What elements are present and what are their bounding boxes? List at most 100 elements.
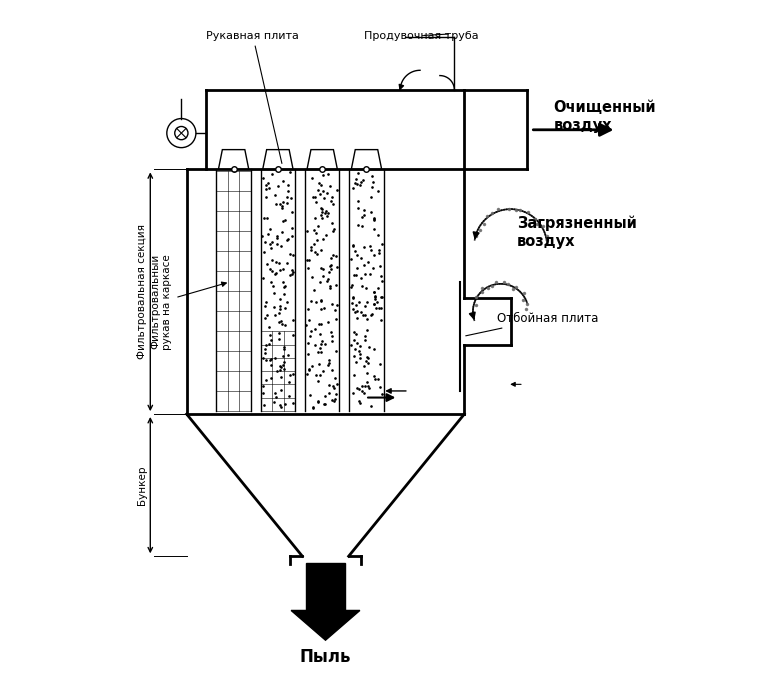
Point: [366, 171, 378, 182]
Point: [364, 268, 377, 279]
Point: [351, 306, 363, 317]
Point: [329, 305, 341, 315]
Point: [317, 192, 330, 203]
Point: [346, 388, 359, 398]
Point: [264, 264, 276, 275]
Point: [326, 381, 339, 392]
Point: [306, 173, 318, 184]
Point: [352, 220, 364, 231]
Point: [302, 304, 314, 315]
Point: [259, 348, 271, 359]
Point: [353, 297, 365, 307]
Point: [280, 281, 292, 292]
Point: [367, 287, 380, 298]
Point: [350, 270, 363, 280]
Point: [276, 201, 288, 212]
Point: [316, 169, 329, 180]
Point: [326, 198, 339, 209]
Point: [373, 245, 385, 255]
Point: [287, 267, 300, 278]
Point: [302, 349, 314, 360]
Point: [267, 288, 280, 299]
Point: [273, 307, 285, 318]
Text: Пыль: Пыль: [300, 648, 351, 666]
Point: [372, 283, 384, 294]
Point: [263, 330, 276, 341]
Point: [275, 372, 287, 383]
Point: [259, 313, 271, 324]
Point: [262, 178, 274, 189]
Point: [273, 333, 286, 344]
Point: [309, 191, 321, 202]
Point: [276, 264, 289, 274]
Point: [307, 239, 320, 249]
Point: [283, 167, 296, 178]
Point: [314, 318, 326, 329]
Point: [314, 303, 326, 314]
Point: [261, 258, 273, 269]
Point: [284, 249, 296, 259]
Point: [280, 398, 292, 409]
Point: [267, 396, 280, 407]
Point: [372, 185, 384, 196]
Point: [264, 239, 276, 249]
Point: [286, 222, 299, 233]
Point: [273, 317, 285, 328]
Point: [310, 212, 322, 223]
Point: [359, 330, 371, 341]
Text: Отбойная плита: Отбойная плита: [466, 311, 599, 336]
Point: [350, 344, 362, 355]
Point: [310, 227, 323, 238]
Point: [282, 350, 294, 361]
Point: [277, 197, 290, 208]
Point: [258, 247, 270, 257]
Point: [350, 328, 362, 339]
Point: [350, 357, 362, 367]
Point: [376, 239, 388, 249]
Point: [274, 399, 286, 410]
Point: [348, 350, 360, 361]
Point: [259, 191, 272, 202]
Point: [274, 264, 286, 275]
Point: [350, 382, 363, 393]
Point: [270, 391, 282, 402]
Point: [360, 368, 373, 379]
Point: [275, 384, 287, 395]
Point: [327, 226, 340, 237]
Point: [373, 247, 385, 258]
Point: [305, 241, 317, 252]
Point: [324, 181, 336, 191]
Point: [266, 237, 278, 247]
Point: [275, 361, 287, 372]
Point: [348, 334, 360, 345]
Point: [313, 277, 326, 288]
Point: [356, 280, 368, 291]
Point: [352, 195, 364, 206]
Point: [303, 255, 315, 266]
Point: [280, 235, 293, 245]
Point: [323, 379, 335, 390]
Point: [310, 297, 323, 308]
Point: [268, 302, 280, 313]
Polygon shape: [306, 563, 345, 611]
Point: [313, 342, 326, 353]
Point: [327, 396, 340, 406]
Point: [277, 363, 290, 374]
Point: [368, 213, 380, 224]
Point: [326, 192, 338, 203]
Point: [283, 376, 295, 387]
Point: [316, 186, 329, 197]
Point: [362, 380, 374, 391]
Point: [315, 346, 327, 357]
Point: [322, 316, 334, 327]
Point: [256, 173, 269, 183]
Point: [259, 301, 271, 312]
Point: [286, 269, 298, 280]
Point: [276, 277, 289, 288]
Point: [354, 398, 367, 409]
Point: [286, 231, 298, 241]
Point: [326, 218, 338, 228]
Point: [353, 384, 366, 394]
Point: [274, 301, 286, 311]
Point: [260, 184, 273, 195]
